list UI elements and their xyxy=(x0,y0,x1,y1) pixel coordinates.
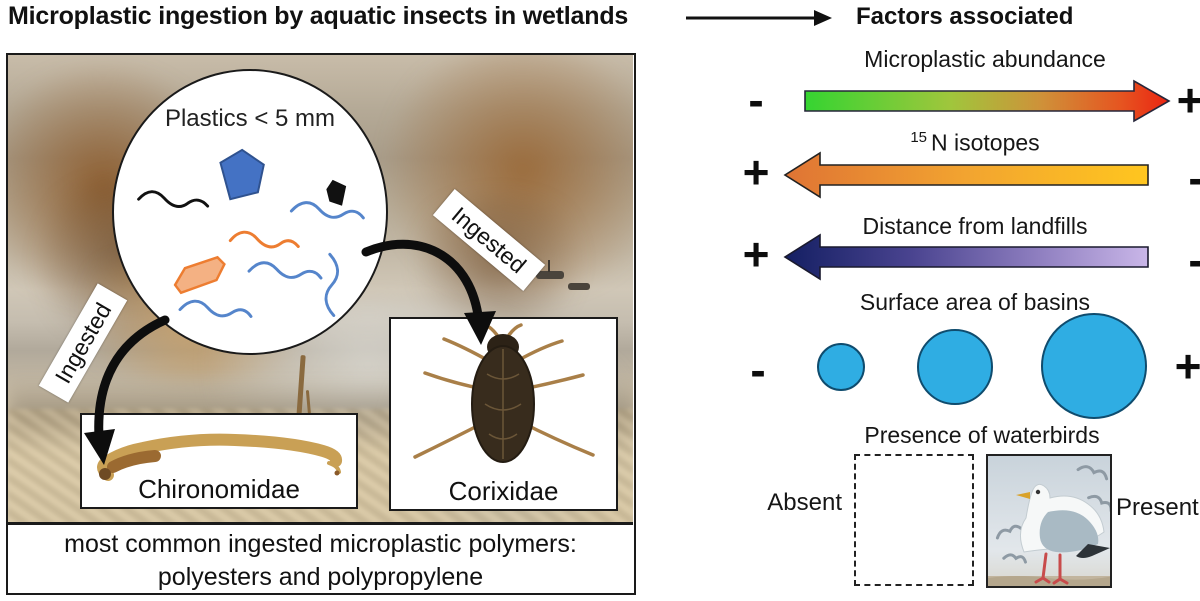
boat-shape xyxy=(536,271,564,279)
caption-line-2: polyesters and polypropylene xyxy=(157,563,484,591)
minus-sign: - xyxy=(750,344,766,396)
figure-title: Microplastic ingestion by aquatic insect… xyxy=(8,2,629,30)
blue-fiber xyxy=(324,252,339,317)
chironomidae-label: Chironomidae xyxy=(138,474,300,504)
factor-label-distance-landfills: Distance from landfills xyxy=(862,213,1088,239)
orange-fragment xyxy=(173,255,226,295)
factors-title: Factors associated xyxy=(856,3,1074,30)
plastics-circle: Plastics < 5 mm xyxy=(112,69,388,355)
wetland-figure-panel: Plastics < 5 mm Ingested xyxy=(6,53,636,595)
small-basin-circle xyxy=(817,343,865,391)
chironomidae-box: Chironomidae xyxy=(80,413,358,509)
blue-fiber xyxy=(289,201,365,220)
black-fragment xyxy=(326,179,347,206)
factor-label-n15-isotopes: 15 N isotopes xyxy=(775,129,1175,157)
corixidae-box: Corixidae xyxy=(389,317,618,511)
factor-label-surface-area: Surface area of basins xyxy=(859,289,1091,315)
microplastic-shapes xyxy=(137,148,365,318)
waterbirds-absent-box xyxy=(854,454,974,586)
present-label: Present xyxy=(1116,494,1199,521)
boat-shape xyxy=(568,283,590,290)
blue-fiber xyxy=(247,261,323,280)
medium-basin-circle xyxy=(917,329,993,405)
corixidae-label: Corixidae xyxy=(448,476,559,506)
orange-fiber xyxy=(228,230,300,249)
factor-label-microplastic-abundance: Microplastic abundance xyxy=(864,46,1106,72)
plus-sign: + xyxy=(1174,340,1200,392)
corixidae-insect-image xyxy=(413,323,595,463)
title-arrow-icon xyxy=(686,10,832,26)
gradient-arrow-isotopes xyxy=(783,151,1149,199)
factor-label-waterbirds: Presence of waterbirds xyxy=(864,422,1100,448)
minus-sign: - xyxy=(1174,234,1200,286)
basin-size-circles xyxy=(817,313,1147,419)
seagull-image xyxy=(988,456,1110,586)
plus-sign: + xyxy=(742,146,770,198)
gradient-arrow-landfills xyxy=(783,233,1149,281)
isotope-superscript: 15 xyxy=(910,129,927,146)
minus-sign: - xyxy=(748,74,764,126)
caption-line-1: most common ingested microplastic polyme… xyxy=(64,530,577,558)
isotope-label-text: N isotopes xyxy=(931,129,1040,156)
plus-sign: + xyxy=(742,228,770,280)
polymers-caption: most common ingested microplastic polyme… xyxy=(8,522,633,593)
boat-mast xyxy=(548,260,550,272)
blue-fiber xyxy=(178,299,253,318)
black-fiber xyxy=(137,190,210,208)
absent-label: Absent xyxy=(767,489,842,516)
minus-sign: - xyxy=(1174,152,1200,204)
gradient-arrow-abundance xyxy=(804,79,1171,123)
plastics-circle-label: Plastics < 5 mm xyxy=(164,105,336,132)
blue-fragment xyxy=(219,148,265,201)
waterbirds-present-photo xyxy=(986,454,1112,588)
plus-sign: + xyxy=(1176,74,1200,126)
large-basin-circle xyxy=(1041,313,1147,419)
